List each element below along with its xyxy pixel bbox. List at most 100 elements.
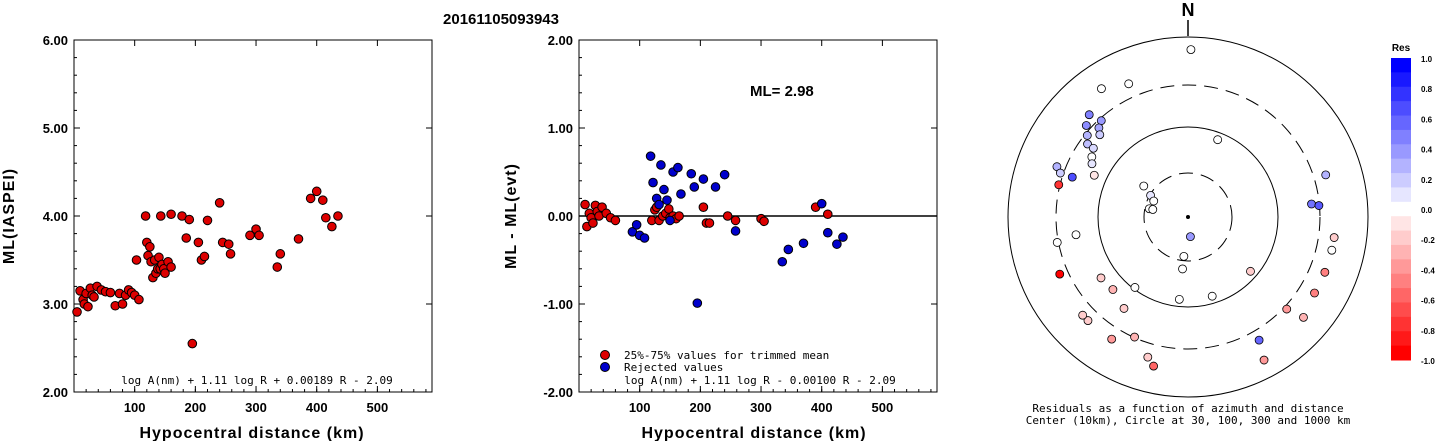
station-marker (1095, 130, 1105, 140)
station-marker (1178, 264, 1187, 274)
colorbar-cell (1391, 244, 1411, 260)
plot1-point-a (187, 338, 198, 349)
plot1-point-a (166, 262, 176, 272)
plot2-point-b (676, 189, 686, 199)
plot1-point-a (117, 299, 128, 309)
station-marker (1108, 285, 1118, 294)
station-marker (1054, 180, 1064, 190)
plot1-frame (73, 39, 433, 393)
plot1-xtick-label: 400 (306, 400, 328, 415)
station-marker (1083, 139, 1092, 149)
plot1-xtick-label: 500 (367, 400, 389, 415)
plot1-point-a (327, 221, 337, 232)
station-marker (1119, 304, 1129, 313)
plot2-xtick-label: 500 (872, 400, 894, 415)
station-marker (1148, 205, 1158, 214)
station-marker (1130, 332, 1139, 342)
plot2-point-b (710, 182, 721, 192)
colorbar-cell (1391, 129, 1411, 145)
station-marker (1082, 131, 1092, 140)
plot2-point-b (659, 184, 669, 195)
station-marker (1320, 267, 1330, 277)
plot1-point-a (105, 287, 116, 298)
plot2-point-b (816, 198, 827, 209)
plot2-xtick-label: 200 (690, 400, 712, 415)
station-marker (1067, 172, 1077, 182)
plot1-point-a (317, 195, 328, 205)
plot1-xtick-label: 200 (185, 400, 207, 415)
colorbar-tick-label: 0.0 (1421, 206, 1433, 215)
colorbar-cell (1391, 259, 1411, 275)
station-residuals (1052, 45, 1339, 371)
plot2-point-a (588, 218, 598, 228)
plot1-point-a (199, 251, 210, 262)
plot1-ytick-label: 2.00 (43, 385, 68, 400)
station-marker (1055, 168, 1065, 178)
colorbar-tick-label: -0.4 (1421, 266, 1435, 275)
plot2-xlabel: Hypocentral distance (km) (641, 425, 866, 441)
station-marker (1307, 199, 1316, 209)
station-marker (1254, 335, 1264, 345)
plot1-ylabel: ML(IASPEI) (1, 168, 18, 264)
colorbar-cell (1391, 331, 1411, 347)
plot2-point-a (698, 202, 709, 212)
plot2-ylabel: ML - ML(evt) (503, 163, 520, 269)
map-caption-line2: Center (10km), Circle at 30, 100, 300 an… (1026, 414, 1351, 427)
plot1-point-a (184, 214, 195, 225)
residual-colorbar: Res 1.0 0.8 0.6 0.4 0.2 0.0 -0.2 -0.4 -0.6 -0.8 -1… (1391, 43, 1435, 366)
station-marker (1329, 233, 1339, 242)
plot1-point-a (131, 255, 142, 265)
plot2-point-b (730, 226, 741, 236)
legend-label-trimmed: 25%-75% values for trimmed mean (624, 349, 829, 362)
plot2-xtick-label: 400 (811, 400, 833, 415)
plot1-point-a (134, 294, 144, 305)
station-marker (1174, 294, 1184, 304)
colorbar-cell (1391, 173, 1411, 188)
colorbar-tick-label: -0.6 (1421, 297, 1435, 306)
station-marker (1084, 110, 1094, 120)
plot2-point-b (673, 162, 683, 173)
plot1-xtick-label: 100 (124, 400, 146, 415)
station-marker (1149, 361, 1158, 371)
plot2-point-a (822, 209, 833, 220)
plot1-point-a (140, 211, 151, 221)
north-label: N (1182, 0, 1195, 20)
colorbar-cell (1391, 273, 1411, 289)
panel-ml-iaspei: 2.00 3.00 4.00 5.00 6.00 100 200 300 400 500 log … (1, 33, 433, 441)
plot2-point-a (674, 211, 684, 221)
station-marker (1149, 196, 1159, 206)
plot2-xtick-label: 300 (750, 400, 772, 415)
station-marker (1088, 143, 1098, 153)
station-marker (1055, 269, 1065, 279)
plot2-point-b (698, 174, 709, 184)
epicenter-marker (1186, 215, 1190, 219)
plot2-point-b (648, 177, 658, 188)
plot1-point-a (275, 249, 286, 259)
station-marker (1081, 121, 1091, 130)
plot2-point-a (704, 218, 715, 228)
plot1-ytick-label: 3.00 (43, 297, 68, 312)
legend-marker-rejected (600, 362, 610, 372)
station-marker (1310, 288, 1319, 298)
colorbar-cell (1391, 288, 1411, 303)
station-marker (1207, 291, 1217, 301)
plot2-point-b (798, 238, 809, 249)
legend-marker-trimmed (600, 350, 610, 360)
plot2-points (580, 151, 848, 308)
plot1-point-a (83, 301, 93, 312)
plot2-point-b (832, 239, 842, 249)
plot2-point-b (822, 227, 833, 238)
station-marker (1096, 116, 1106, 126)
colorbar-ticks: 1.0 0.8 0.6 0.4 0.2 0.0 -0.2 -0.4 -0.6 -0.8 -1.0 (1421, 55, 1435, 366)
colorbar-cell (1391, 230, 1411, 246)
station-marker (1071, 230, 1081, 240)
colorbar-cell (1391, 216, 1411, 232)
colorbar-tick-label: 1.0 (1421, 55, 1433, 64)
colorbar-tick-label: -0.2 (1421, 236, 1435, 245)
plot1-point-a (145, 242, 155, 252)
plot1-point-a (333, 211, 343, 221)
plot2-point-b (686, 168, 697, 179)
colorbar-title: Res (1392, 43, 1411, 54)
plot2-ytick-label: -1.00 (543, 297, 573, 312)
